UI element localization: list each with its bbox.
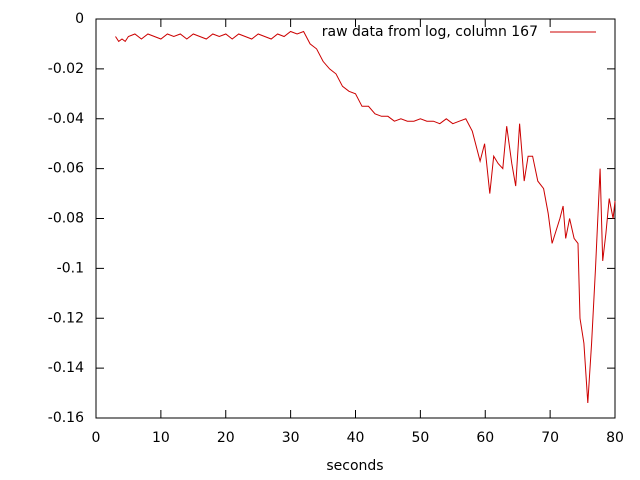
x-tick-label: 10 bbox=[152, 430, 170, 446]
y-tick-label: -0.08 bbox=[48, 211, 84, 227]
y-tick-label: -0.12 bbox=[48, 310, 84, 326]
x-axis-label: seconds bbox=[326, 458, 383, 474]
x-tick-label: 30 bbox=[282, 430, 300, 446]
y-tick-label: -0.06 bbox=[48, 161, 84, 177]
plot-frame bbox=[95, 18, 616, 419]
x-tick-label: 0 bbox=[92, 430, 101, 446]
x-tick-label: 80 bbox=[606, 430, 624, 446]
y-tick-label: -0.1 bbox=[57, 260, 84, 276]
y-tick-label: -0.16 bbox=[48, 410, 84, 426]
data-line bbox=[115, 30, 616, 404]
legend-label: raw data from log, column 167 bbox=[322, 24, 538, 40]
y-tick-label: -0.02 bbox=[48, 61, 84, 77]
y-tick-label: -0.04 bbox=[48, 111, 84, 127]
x-tick-label: 20 bbox=[217, 430, 235, 446]
y-tick-label: -0.14 bbox=[48, 360, 84, 376]
x-tick-label: 70 bbox=[541, 430, 559, 446]
x-tick-label: 60 bbox=[476, 430, 494, 446]
x-tick-label: 40 bbox=[347, 430, 365, 446]
x-tick-label: 50 bbox=[411, 430, 429, 446]
y-tick-label: 0 bbox=[75, 11, 84, 27]
